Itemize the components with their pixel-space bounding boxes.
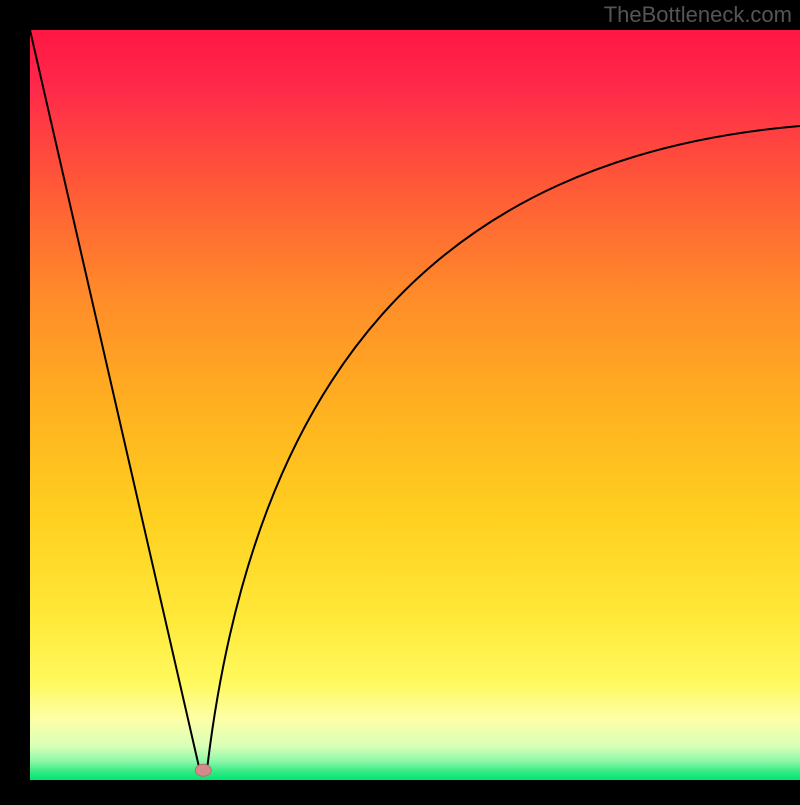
gradient-background <box>30 30 800 780</box>
bottleneck-chart <box>0 0 800 800</box>
chart-svg <box>0 0 800 800</box>
watermark-text: TheBottleneck.com <box>604 2 792 28</box>
optimal-point-marker <box>195 764 211 776</box>
